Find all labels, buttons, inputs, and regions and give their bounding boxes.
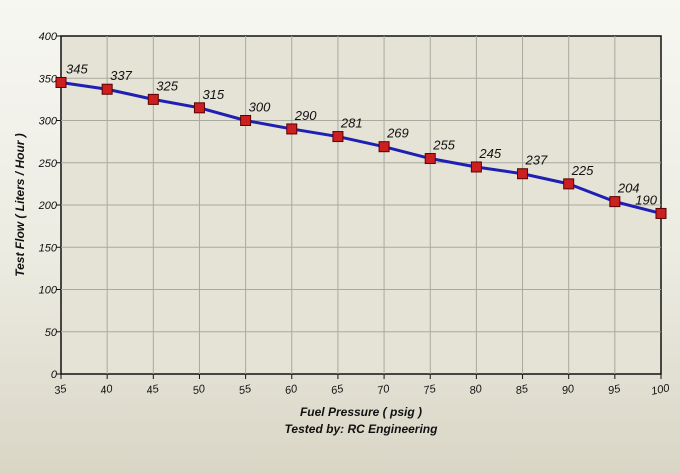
data-label: 237 [525,153,548,168]
y-tick-label: 200 [38,200,58,212]
x-tick-label: 50 [192,383,207,397]
data-point [470,161,482,173]
data-label: 300 [249,100,271,115]
x-tick-label: 80 [469,383,484,397]
y-tick-label: 250 [38,158,58,170]
data-label: 345 [66,61,88,76]
series-line [60,80,662,215]
x-tick-label: 40 [99,383,114,397]
y-tick-label: 0 [51,369,58,381]
x-tick-label: 55 [238,383,253,397]
data-point [55,76,67,88]
data-label: 269 [386,126,409,141]
x-tick-label: 60 [284,383,299,397]
y-tick-label: 50 [45,327,58,339]
x-tick-label: 95 [607,383,622,397]
data-point [147,93,159,105]
y-tick-label: 100 [39,285,58,297]
data-point [655,207,667,219]
data-label: 290 [294,108,317,123]
x-tick-label: 75 [422,383,437,397]
y-tick-label: 150 [39,242,58,254]
data-point [101,83,113,95]
data-point [240,115,252,126]
x-axis-ticks: 35 40 45 50 55 60 65 70 75 80 85 90 95 100 [53,374,671,398]
data-point [193,102,205,114]
x-tick-label: 45 [145,383,160,397]
data-point [332,131,344,143]
data-point [517,168,529,180]
x-tick-label: 70 [376,383,391,397]
x-tick-label: 35 [53,383,68,397]
y-tick-label: 400 [39,31,58,43]
data-label: 255 [432,138,455,153]
y-axis-title: Test Flow ( Liters / Hour ) [13,133,27,277]
data-labels: 345 337 325 315 300 290 281 269 255 245 237 225 2041… [66,61,658,207]
x-tick-label: 100 [650,382,671,398]
data-label: 245 [478,146,501,161]
data-label: 315 [202,87,224,102]
y-axis-ticks: 0 50 100 150 200 250 300 350 400 [38,31,61,381]
data-label: 204 [617,181,640,196]
data-point [378,141,390,153]
data-label: 225 [571,163,594,178]
y-tick-label: 300 [39,116,58,128]
data-point [609,196,621,208]
series-layer [55,76,667,219]
data-label: 325 [156,78,178,93]
data-point [286,123,298,135]
chart-subtitle: Tested by: RC Engineering [285,422,439,436]
x-tick-label: 90 [561,383,576,397]
data-point [424,153,436,165]
y-tick-label: 350 [39,73,58,85]
data-point [563,178,575,190]
data-label: 190 [635,192,657,207]
data-label: 281 [340,116,363,131]
x-tick-label: 85 [515,383,530,397]
x-axis-title: Fuel Pressure ( psig ) [300,405,422,419]
data-label: 337 [110,68,132,83]
x-tick-label: 65 [330,383,345,397]
